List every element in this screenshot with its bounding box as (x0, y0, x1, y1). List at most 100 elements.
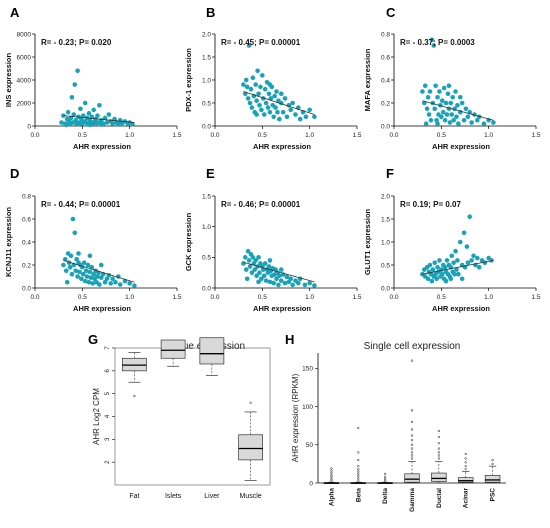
data-point (312, 283, 317, 288)
category-label: Islets (165, 493, 182, 500)
category-label: Delta (382, 488, 389, 504)
data-point (481, 121, 487, 126)
box-ductal: Ductal (431, 429, 447, 508)
data-point (448, 100, 454, 106)
x-axis-title: AHR expression (253, 142, 311, 151)
data-point (106, 112, 112, 117)
y-tick-label: 4000 (17, 77, 32, 84)
data-point (258, 84, 263, 90)
outlier-point (357, 468, 360, 471)
data-point (127, 281, 132, 286)
data-point (253, 82, 259, 87)
y-tick-label: 0.5 (381, 262, 390, 269)
x-axis-title: AHR expression (432, 304, 490, 313)
data-point (243, 77, 249, 83)
data-point (102, 115, 108, 121)
data-point (271, 280, 276, 286)
y-tick-label: 0.0 (202, 123, 211, 130)
data-point (97, 282, 102, 287)
correlation-stat: R= - 0.45; P= 0.00001 (221, 38, 301, 47)
data-point (245, 248, 251, 254)
outlier-point (491, 458, 494, 462)
data-point (296, 280, 301, 286)
data-point (80, 113, 86, 118)
data-point (463, 106, 469, 112)
data-point (256, 91, 261, 97)
data-point (297, 116, 303, 122)
y-tick-label: 1.0 (202, 224, 211, 231)
data-point (104, 276, 110, 282)
data-point (266, 91, 272, 97)
correlation-stat: R= - 0.37; P= 0.0003 (400, 38, 475, 47)
outlier-point (410, 439, 414, 442)
outlier-point (410, 359, 414, 362)
data-point (275, 109, 280, 115)
data-point (268, 96, 274, 101)
data-point (267, 109, 273, 115)
panel-g: GTissue expression234567AHR Log2 CPMFatI… (88, 332, 271, 500)
panel-letter: H (285, 332, 294, 347)
data-point (267, 82, 273, 87)
data-point (250, 75, 256, 80)
data-point (434, 276, 439, 282)
data-point (430, 267, 436, 272)
outlier-point (330, 478, 333, 481)
y-axis-title: GLUT1 expression (363, 208, 372, 275)
data-point (448, 276, 454, 282)
outlier-point (357, 465, 360, 468)
data-point (87, 122, 93, 128)
x-tick-label: 1.5 (172, 132, 181, 139)
outlier-point (410, 409, 414, 412)
outlier-point (410, 428, 414, 431)
data-point (98, 122, 104, 127)
data-point (276, 282, 281, 288)
y-axis-title: MAFA expression (363, 48, 372, 111)
x-axis-title: AHR expression (432, 142, 490, 151)
data-point (245, 96, 251, 101)
y-tick-label: 150 (302, 366, 313, 373)
y-tick-label: 50 (306, 442, 314, 449)
y-tick-label: 6 (105, 369, 111, 373)
box-psc: PSC (484, 458, 501, 501)
outlier-point (491, 462, 494, 466)
data-point (456, 121, 461, 126)
box-delta: Delta (377, 472, 393, 504)
data-point (108, 281, 114, 286)
x-tick-label: 0.5 (437, 132, 446, 139)
data-point (247, 264, 253, 269)
data-point (82, 278, 88, 284)
x-tick-label: 1.5 (531, 132, 540, 139)
x-tick-label: 1.5 (531, 294, 540, 301)
trend-line (243, 91, 315, 115)
data-point (451, 117, 456, 123)
category-label: Muscle (240, 493, 262, 500)
y-tick-label: 0.5 (202, 255, 211, 262)
data-point (257, 270, 262, 275)
x-axis-title: AHR expression (73, 304, 131, 313)
data-point (262, 261, 268, 266)
data-point (97, 103, 102, 108)
panel-letter: C (386, 5, 396, 20)
data-point (427, 262, 433, 268)
data-point (80, 271, 86, 277)
y-tick-label: 0.6 (381, 54, 390, 61)
data-point (455, 103, 460, 108)
x-tick-label: 0.0 (389, 132, 398, 139)
outlier-point (357, 477, 360, 480)
data-point (82, 100, 88, 106)
y-tick-label: 0.6 (22, 216, 31, 223)
data-point (110, 276, 115, 282)
y-tick-label: 100 (302, 404, 313, 411)
data-point (429, 278, 435, 284)
data-point (59, 120, 64, 125)
category-label: Acinar (463, 488, 470, 509)
x-tick-label: 0.5 (258, 294, 267, 301)
data-point (78, 106, 83, 112)
data-point (443, 278, 449, 284)
outlier-point (437, 442, 441, 445)
box-iqr (431, 472, 447, 482)
data-point (252, 267, 258, 272)
outlier-point (464, 452, 467, 456)
outlier-point (330, 479, 333, 482)
